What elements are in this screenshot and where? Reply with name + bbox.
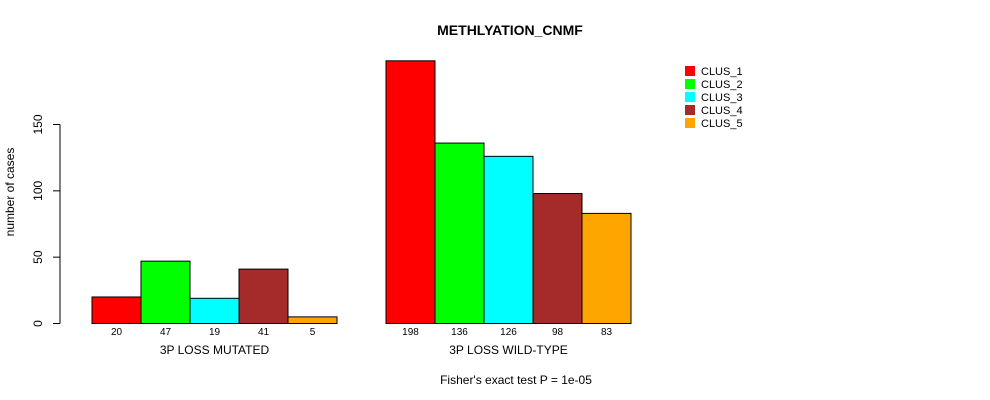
chart-title: METHLYATION_CNMF: [437, 22, 583, 38]
bar-clus_5-group-2: [581, 212, 632, 325]
bar-value-label: 41: [258, 327, 270, 338]
y-tick-label: 100: [31, 181, 45, 201]
bar-clus_1-group-2: [385, 60, 436, 324]
y-axis: 0 50 100 150: [31, 114, 61, 327]
bar-value-label: 126: [500, 327, 517, 338]
bar-clus_4-group-1: [238, 268, 289, 324]
bars-layer: [91, 60, 632, 325]
legend-swatch: [685, 79, 695, 89]
legend-label: CLUS_1: [701, 66, 743, 78]
bar-value-label: 5: [310, 327, 316, 338]
bar-value-label: 19: [209, 327, 221, 338]
bar-value-label: 136: [451, 327, 468, 338]
bar-value-label: 83: [601, 327, 613, 338]
bar-clus_3-group-2: [483, 155, 534, 324]
bar-clus_3-group-1: [189, 297, 240, 325]
bar-clus_4-group-2: [532, 192, 583, 324]
legend-swatch: [685, 118, 695, 128]
y-axis-label: number of cases: [3, 148, 17, 237]
legend-label: CLUS_4: [701, 105, 743, 117]
group-labels-layer: 3P LOSS MUTATED 3P LOSS WILD-TYPE: [160, 343, 568, 357]
legend-label: CLUS_2: [701, 79, 743, 91]
legend-label: CLUS_3: [701, 92, 743, 104]
legend-swatch: [685, 66, 695, 76]
bar-clus_2-group-1: [140, 260, 191, 324]
y-tick-label: 50: [31, 250, 45, 264]
value-labels-layer: 20 47 19 41 5 198 136 126 98 83: [111, 327, 613, 338]
bar-value-label: 198: [402, 327, 419, 338]
legend-swatch: [685, 92, 695, 102]
y-tick-label: 0: [31, 320, 45, 327]
bar-value-label: 47: [160, 327, 172, 338]
legend-label: CLUS_5: [701, 118, 743, 130]
bar-value-label: 20: [111, 327, 123, 338]
footnote: Fisher's exact test P = 1e-05: [440, 373, 592, 387]
bar-value-label: 98: [552, 327, 564, 338]
bar-clus_2-group-2: [434, 142, 485, 324]
legend-swatch: [685, 105, 695, 115]
bar-clus_1-group-1: [91, 296, 142, 325]
group-label: 3P LOSS WILD-TYPE: [449, 343, 567, 357]
bar-clus_5-group-1: [287, 316, 338, 325]
y-tick-label: 150: [31, 114, 45, 134]
group-label: 3P LOSS MUTATED: [160, 343, 270, 357]
